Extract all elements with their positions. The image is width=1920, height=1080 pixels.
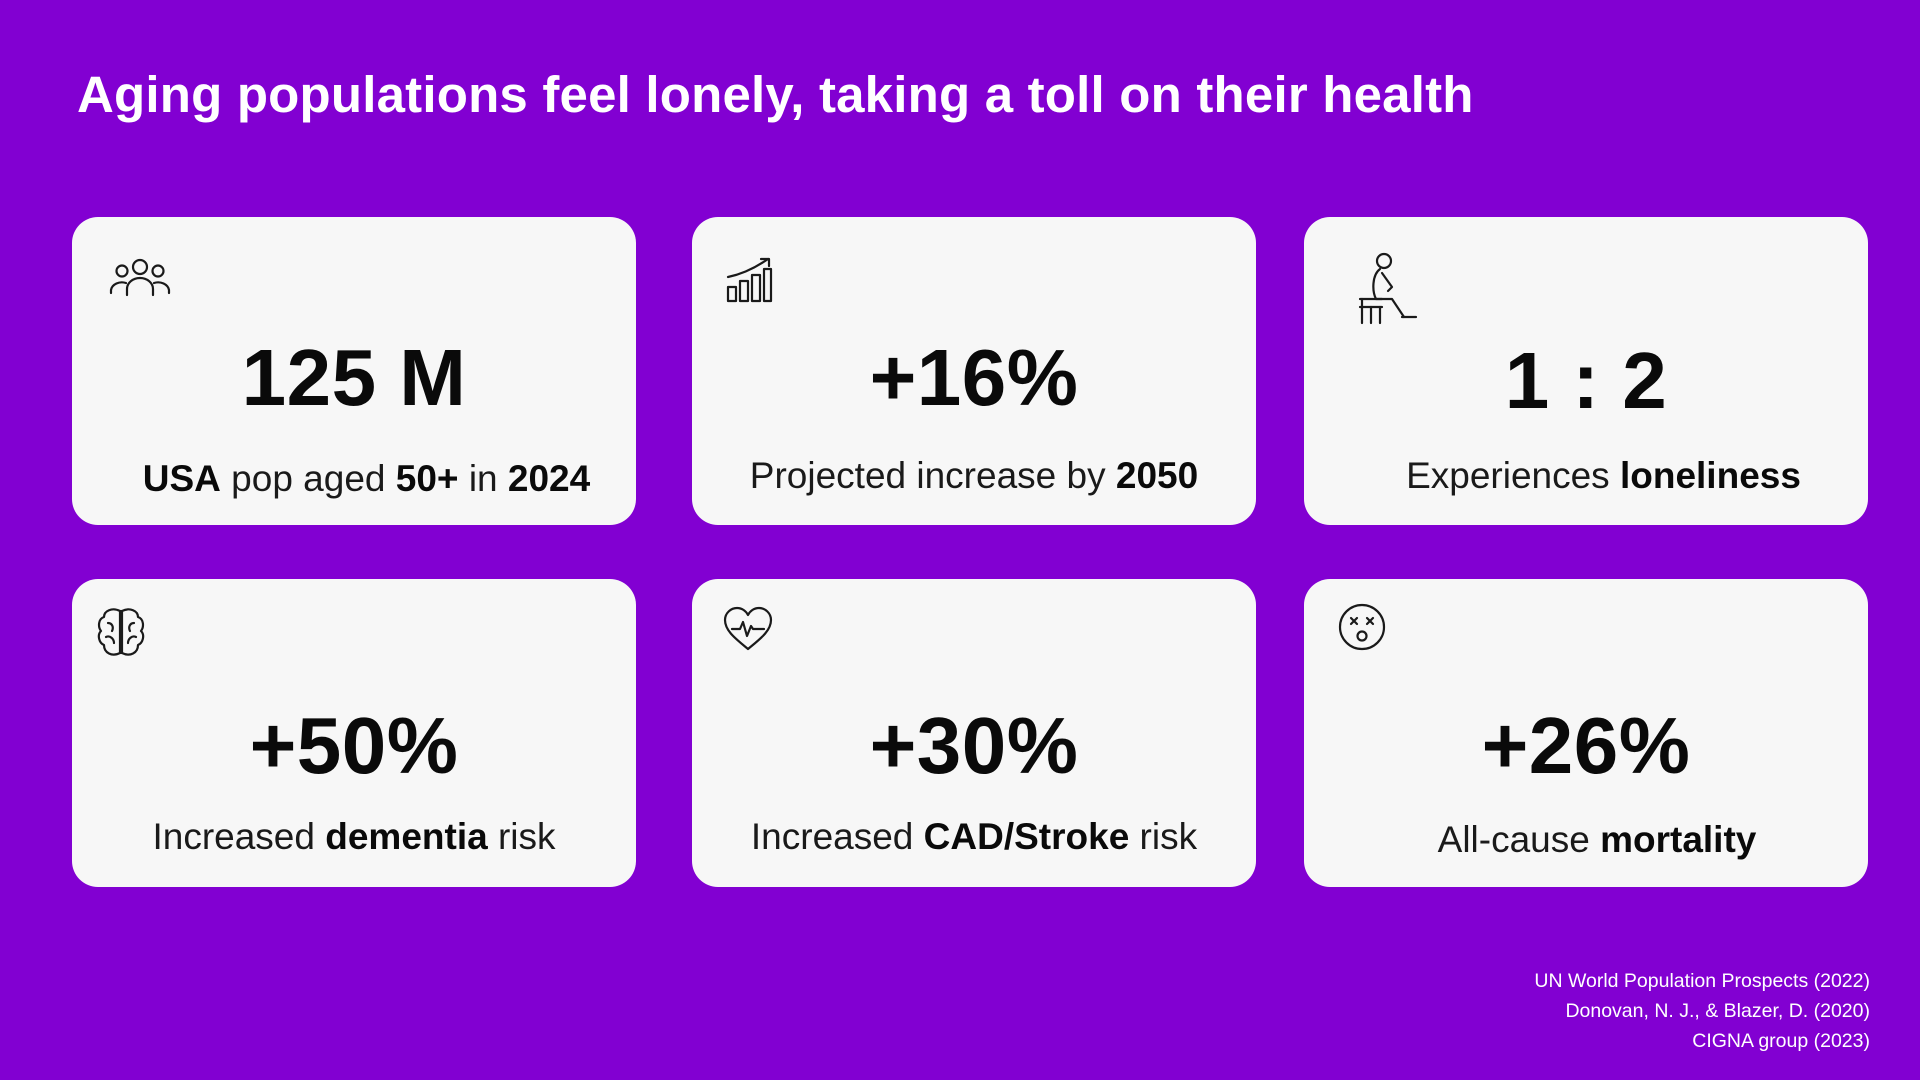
caption-part: Increased — [152, 816, 326, 857]
caption-bold-part: CAD/Stroke — [923, 816, 1130, 857]
stat-value: +26% — [1481, 701, 1691, 790]
stat-caption: All-cause mortality — [1304, 821, 1868, 858]
stat-card-projection: +16% Projected increase by 2050 — [692, 217, 1256, 525]
caption-bold-part: 50+ — [395, 458, 459, 499]
stat-caption: Increased dementia risk — [72, 818, 636, 855]
stat-caption: Experiences loneliness — [1304, 457, 1868, 494]
caption-bold-part: mortality — [1600, 819, 1757, 860]
person-sitting-bench-icon — [1358, 251, 1422, 325]
caption-part: Increased — [750, 816, 924, 857]
source-item: UN World Population Prospects (2022) — [1534, 970, 1870, 992]
stat-caption: Increased CAD/Stroke risk — [692, 818, 1256, 855]
stat-value: +50% — [249, 701, 459, 790]
stat-card-population: 125 M USA pop aged 50+ in 2024 — [72, 217, 636, 525]
bar-chart-growth-icon — [724, 255, 774, 305]
caption-part: risk — [1129, 816, 1198, 857]
stat-caption: USA pop aged 50+ in 2024 — [72, 460, 636, 497]
stat-value: 1 : 2 — [1504, 336, 1668, 425]
stat-value: +30% — [869, 701, 1079, 790]
slide-title: Aging populations feel lonely, taking a … — [77, 66, 1474, 123]
caption-part: in — [458, 458, 508, 499]
stat-value: +16% — [869, 333, 1079, 422]
caption-part: pop aged — [220, 458, 396, 499]
caption-part: Experiences — [1406, 455, 1620, 496]
caption-bold-part: dementia — [325, 816, 488, 857]
caption-bold-part: loneliness — [1619, 455, 1801, 496]
stat-card-cad-stroke: +30% Increased CAD/Stroke risk — [692, 579, 1256, 887]
sources-list: UN World Population Prospects (2022) Don… — [1534, 966, 1870, 1056]
stat-value: 125 M — [241, 333, 467, 422]
people-group-icon — [108, 257, 172, 297]
stat-caption: Projected increase by 2050 — [692, 457, 1256, 494]
dizzy-face-icon — [1336, 601, 1388, 653]
stat-card-mortality: +26% All-cause mortality — [1304, 579, 1868, 887]
brain-icon — [96, 605, 146, 659]
heart-pulse-icon — [722, 605, 774, 653]
caption-part: All-cause — [1437, 819, 1601, 860]
stat-card-dementia: +50% Increased dementia risk — [72, 579, 636, 887]
caption-part: Projected increase by — [749, 455, 1116, 496]
caption-bold-part: 2050 — [1115, 455, 1199, 496]
stat-card-loneliness: 1 : 2 Experiences loneliness — [1304, 217, 1868, 525]
caption-bold-part: USA — [142, 458, 221, 499]
source-item: Donovan, N. J., & Blazer, D. (2020) — [1565, 1000, 1870, 1022]
caption-bold-part: 2024 — [507, 458, 591, 499]
source-item: CIGNA group (2023) — [1692, 1030, 1870, 1052]
caption-part: risk — [487, 816, 556, 857]
